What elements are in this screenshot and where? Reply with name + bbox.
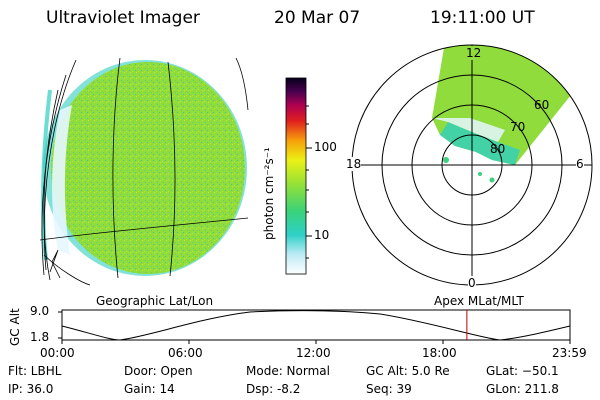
mlt-label-12: 12 [466,46,482,60]
info-seq: Seq: 39 [366,382,412,396]
altitude-xtick-0000: 00:00 [40,346,75,360]
colorbar-unit-label: photon cm⁻²s⁻¹ [262,147,276,240]
right-panel-label: Apex MLat/MLT [434,294,524,308]
instrument-title: Ultraviolet Imager [46,8,200,28]
left-panel-label: Geographic Lat/Lon [96,294,214,308]
info-glon: GLon: 211.8 [486,382,559,396]
time-label: 19:11:00 UT [430,8,535,28]
polar-plot [351,44,593,286]
info-gain: Gain: 14 [124,382,175,396]
mlt-label-0: 0 [468,276,476,290]
date-label: 20 Mar 07 [274,8,361,28]
colorbar-tick-10: 10 [314,228,330,242]
colorbar-tick-100: 100 [314,140,337,154]
info-filter: Flt: LBHL [8,364,62,378]
altitude-xtick-2359: 23:59 [552,346,587,360]
altitude-ytick-9: 9.0 [30,304,50,318]
mlat-label-70: 70 [510,120,526,134]
info-mode: Mode: Normal [246,364,330,378]
altitude-plot [58,309,571,344]
mlt-label-6: 6 [576,157,584,171]
earth-disk-image [41,60,247,276]
info-gc-alt: GC Alt: 5.0 Re [366,364,450,378]
colorbar [285,77,307,275]
altitude-ytick-1.8: 1.8 [30,330,50,344]
altitude-xtick-1200: 12:00 [296,346,331,360]
colorbar-ticks [306,105,312,259]
info-ip: IP: 36.0 [8,382,54,396]
mlat-label-60: 60 [534,98,550,112]
altitude-xtick-0600: 06:00 [168,346,203,360]
info-door: Door: Open [124,364,193,378]
info-dsp: Dsp: -8.2 [246,382,301,396]
info-glat: GLat: −50.1 [486,364,559,378]
altitude-xtick-1800: 18:00 [422,346,457,360]
altitude-ylabel: GC Alt [8,308,22,346]
mlt-label-18: 18 [346,157,362,171]
geographic-grid [39,57,249,286]
mlat-label-80: 80 [490,142,506,156]
